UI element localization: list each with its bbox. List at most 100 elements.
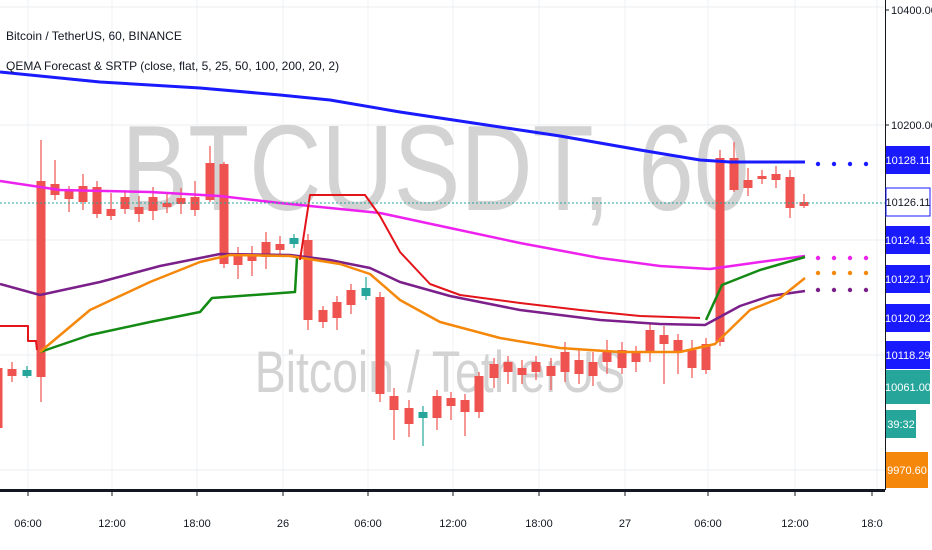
x-axis-label: 18:0 [861,518,882,530]
watermark-small: Bitcoin / TetherUS [255,340,625,405]
candle-down [546,366,556,376]
price-badge-label: 39:32 [887,419,915,431]
x-axis-label: 18:00 [183,518,211,530]
x-axis-label: 18:00 [525,518,553,530]
watermark-big: BTCUSDT, 60 [121,100,749,237]
candle-down [375,297,385,394]
price-badge-label: 10122.17 [885,274,931,286]
candle-down [474,376,484,412]
symbol-title[interactable]: Bitcoin / TetherUS, 60, BINANCE [6,29,182,43]
candle-down [785,177,795,208]
ema-red2-line [299,194,701,319]
y-axis-labels: 10400.00 10200.00 [885,5,932,132]
price-badge [886,226,930,254]
x-axis-label: 12:00 [98,518,126,530]
forecast-dots [815,161,869,293]
forecast-dot [847,287,853,293]
candle-down [233,253,243,265]
candle-down [346,290,356,305]
candle-up [289,238,299,244]
candle-down [219,164,229,264]
candle-down [489,364,499,378]
price-badge-label: 10124.13 [885,235,931,247]
candle-down [92,187,102,214]
ema-blue-line [0,70,805,164]
candle-down [106,209,116,216]
candle-down [574,360,584,374]
candle-down [460,400,470,412]
forecast-dot [863,255,869,261]
x-axis-label: 26 [277,518,289,530]
forecast-dot [847,161,853,167]
candle-down [503,362,513,372]
candle-down [332,302,342,318]
price-badge [886,304,930,332]
candle-down [261,242,271,257]
candle-down [148,197,158,211]
price-badge [886,341,930,369]
forecast-dot [815,270,821,276]
x-axis-label: 27 [619,518,631,530]
candle-down [771,174,781,180]
candle-down [432,396,442,418]
candle-down [176,198,186,204]
forecast-dot [815,287,821,293]
candle-down [389,396,399,410]
forecast-dot [815,255,821,261]
forecast-dot [831,161,837,167]
candle-down [446,398,456,406]
candle-down [517,368,527,375]
candle-down [729,158,739,190]
candle-down [78,186,88,202]
price-badges: 10128.11 10126.11 10124.13 10122.17 10120.22… [885,146,931,488]
candle-down [247,256,257,261]
ema-orange-line [39,253,806,354]
candle-down [715,158,725,342]
candle-down [64,191,74,199]
price-badge [886,370,930,404]
forecast-dot [815,161,821,167]
price-badge-label: 10061.00 [885,382,931,394]
forecast-dot [831,255,837,261]
candle-down [560,352,570,372]
ema-purple-line [0,252,806,327]
candle-down [404,408,414,424]
time-scale[interactable] [0,490,932,550]
price-badge-label: 10126.11 [885,197,930,209]
indicator-title[interactable]: QEMA Forecast & SRTP (close, flat, 5, 25… [6,59,339,73]
ema-magenta-line [0,179,806,271]
x-axis-label: 12:00 [439,518,467,530]
candle-down [205,163,215,200]
price-badge [886,452,928,488]
candle-up [22,370,32,376]
price-badge-label: 10128.11 [885,155,930,167]
candle-up [361,288,371,296]
candle-up [418,412,428,418]
ema-lines [0,70,806,354]
ema-green-line [39,257,299,354]
forecast-dot [863,161,869,167]
candle-down [7,369,17,376]
candle-down [701,344,711,370]
price-badge [886,265,930,293]
price-badge-label: 10118.29 [885,350,930,362]
forecast-dot [831,270,837,276]
candle-down [617,350,627,368]
candle-down [531,362,541,372]
time-scale-border [0,489,885,492]
candle-down [275,244,285,250]
candle-down [687,350,697,368]
candle-down [303,240,313,320]
candle-down [743,180,753,188]
ema-green2-line [704,255,806,321]
candle-down [162,203,172,207]
price-badge [886,410,916,438]
forecast-dot [863,270,869,276]
forecast-dot [847,270,853,276]
forecast-dot [831,287,837,293]
candle-down [673,340,683,352]
candle-down [602,350,612,362]
candle-down [757,176,767,179]
